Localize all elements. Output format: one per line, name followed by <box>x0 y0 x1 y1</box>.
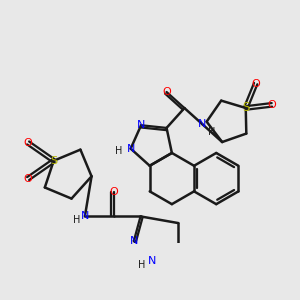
Text: H: H <box>138 260 145 270</box>
Text: O: O <box>251 79 260 88</box>
Text: H: H <box>208 127 215 137</box>
Text: O: O <box>110 187 118 197</box>
Text: O: O <box>268 100 276 110</box>
Text: N: N <box>148 256 156 266</box>
Text: S: S <box>50 156 57 166</box>
Text: N: N <box>137 120 145 130</box>
Text: H: H <box>115 146 122 156</box>
Text: O: O <box>24 174 32 184</box>
Text: O: O <box>162 87 171 97</box>
Text: H: H <box>74 215 81 225</box>
Text: N: N <box>81 212 89 221</box>
Text: N: N <box>127 144 135 154</box>
Text: N: N <box>130 236 138 246</box>
Text: N: N <box>198 119 206 129</box>
Text: S: S <box>242 101 249 115</box>
Text: O: O <box>24 138 32 148</box>
